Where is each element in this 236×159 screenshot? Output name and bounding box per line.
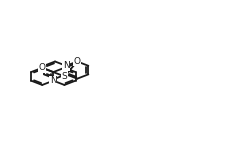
Text: O: O [39, 63, 46, 72]
Text: N: N [50, 76, 57, 85]
Text: S: S [62, 72, 67, 81]
Text: N: N [63, 61, 70, 70]
Text: O: O [74, 57, 81, 66]
